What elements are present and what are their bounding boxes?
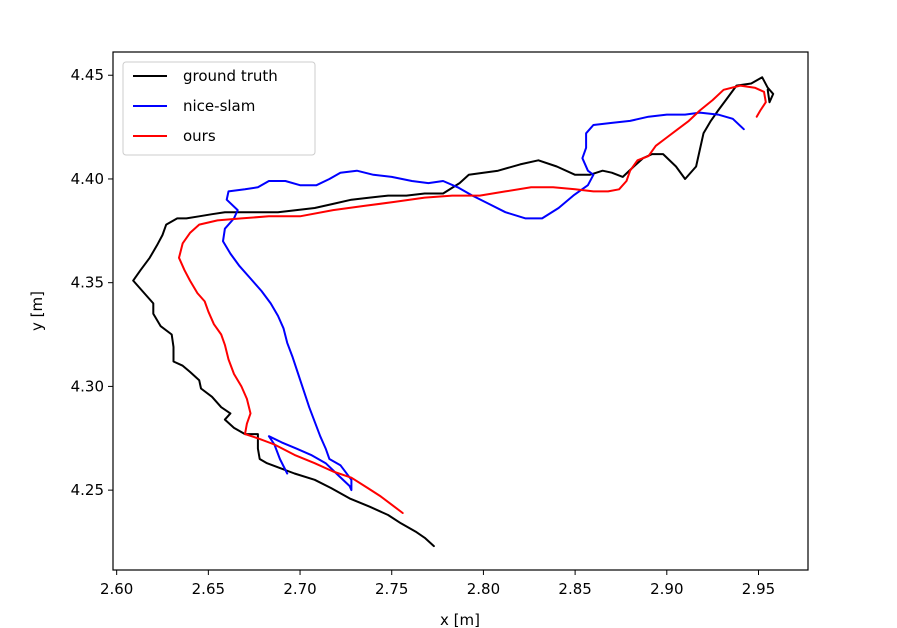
- y-axis: 4.25 4.30 4.35 4.40 4.45: [71, 66, 113, 499]
- legend: ground truth nice-slam ours: [122, 61, 316, 156]
- series-line-nice-slam: [222, 111, 745, 492]
- series-line-ours: [178, 84, 767, 514]
- legend-label-ours: ours: [183, 127, 216, 145]
- series-line-ground-truth: [132, 76, 775, 548]
- x-tick-label: 2.90: [650, 580, 683, 598]
- y-tick-label: 4.25: [71, 481, 104, 499]
- y-tick-label: 4.45: [71, 66, 104, 84]
- series-layer: [132, 76, 775, 548]
- y-axis-label: y [m]: [28, 291, 46, 331]
- legend-label-nice-slam: nice-slam: [183, 97, 255, 115]
- x-tick-label: 2.65: [192, 580, 225, 598]
- x-tick-label: 2.70: [283, 580, 316, 598]
- x-tick-label: 2.60: [100, 580, 133, 598]
- y-tick-label: 4.35: [71, 274, 104, 292]
- x-tick-label: 2.80: [467, 580, 500, 598]
- y-tick-label: 4.40: [71, 170, 104, 188]
- x-axis-label: x [m]: [440, 611, 480, 628]
- x-axis: 2.60 2.65 2.70 2.75 2.80 2.85 2.90 2.95: [100, 570, 775, 598]
- legend-box: [122, 61, 316, 156]
- legend-label-ground-truth: ground truth: [183, 67, 278, 85]
- x-tick-label: 2.85: [558, 580, 591, 598]
- x-tick-label: 2.75: [375, 580, 408, 598]
- x-tick-label: 2.95: [742, 580, 775, 598]
- plot-frame: [112, 51, 809, 571]
- y-tick-label: 4.30: [71, 377, 104, 395]
